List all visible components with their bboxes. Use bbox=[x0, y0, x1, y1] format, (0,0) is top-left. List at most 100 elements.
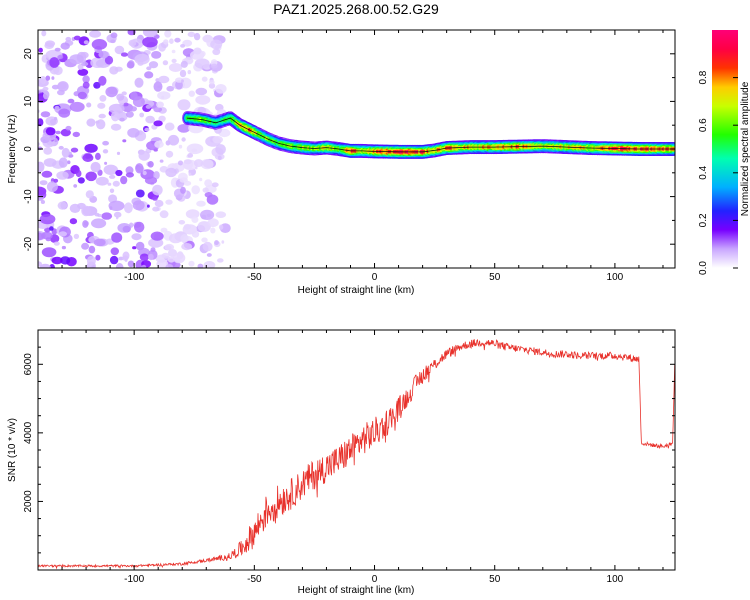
noise-speckle bbox=[38, 232, 45, 241]
noise-speckle bbox=[215, 84, 227, 94]
noise-speckle bbox=[156, 101, 164, 108]
noise-speckle bbox=[197, 221, 211, 232]
noise-speckle bbox=[164, 122, 175, 131]
noise-speckle bbox=[180, 60, 188, 68]
noise-speckle bbox=[193, 47, 202, 55]
noise-speckle bbox=[86, 255, 96, 266]
noise-speckle bbox=[148, 61, 159, 69]
colorbar-gradient bbox=[712, 30, 738, 268]
noise-speckle bbox=[69, 101, 85, 112]
noise-speckle bbox=[101, 212, 113, 220]
noise-speckle bbox=[165, 264, 174, 268]
noise-speckle bbox=[81, 242, 90, 250]
noise-speckle bbox=[204, 179, 213, 188]
noise-speckle bbox=[200, 159, 214, 170]
noise-speckle bbox=[99, 95, 107, 102]
spectrogram-x-label: Height of straight line (km) bbox=[298, 285, 415, 296]
noise-speckle bbox=[178, 220, 186, 225]
noise-speckle bbox=[188, 90, 195, 97]
noise-speckle bbox=[56, 171, 69, 180]
noise-speckle bbox=[43, 158, 57, 167]
noise-speckle bbox=[181, 137, 186, 142]
spectrogram-y-label: Frequency (Hz) bbox=[7, 115, 18, 184]
noise-speckle bbox=[165, 167, 177, 178]
noise-speckle bbox=[153, 171, 160, 180]
noise-speckle bbox=[114, 45, 125, 55]
noise-speckle bbox=[55, 130, 61, 135]
snr-frame bbox=[38, 330, 675, 570]
noise-speckle bbox=[215, 144, 226, 155]
noise-speckle bbox=[152, 196, 158, 201]
noise-speckle bbox=[115, 169, 123, 177]
noise-speckle bbox=[84, 143, 98, 153]
noise-speckle bbox=[177, 123, 191, 133]
noise-speckle bbox=[178, 144, 183, 149]
noise-speckle bbox=[70, 147, 79, 153]
colorbar: 0.0 0.2 0.4 0.6 0.8 Normalized spectral ampl… bbox=[698, 30, 750, 275]
noise-speckle bbox=[61, 147, 70, 158]
noise-speckle bbox=[60, 42, 70, 50]
noise-speckle bbox=[132, 200, 145, 211]
x-tick-label: 100 bbox=[607, 272, 624, 283]
noise-speckle bbox=[73, 233, 80, 239]
noise-speckle bbox=[212, 136, 223, 144]
noise-speckle bbox=[177, 160, 184, 166]
spectrogram-y-axis: -20 -10 0 10 20 bbox=[23, 29, 675, 269]
noise-speckle bbox=[39, 263, 51, 268]
noise-speckle bbox=[153, 120, 163, 127]
noise-speckle bbox=[209, 80, 215, 85]
noise-speckle bbox=[154, 140, 164, 148]
noise-speckle bbox=[116, 151, 121, 155]
noise-speckle bbox=[164, 30, 172, 38]
noise-speckle bbox=[201, 76, 208, 82]
noise-speckle bbox=[188, 172, 192, 176]
noise-speckle bbox=[164, 243, 175, 251]
noise-speckle bbox=[157, 91, 171, 100]
noise-speckle bbox=[81, 205, 91, 217]
noise-speckle bbox=[45, 127, 56, 136]
noise-speckle bbox=[146, 66, 152, 71]
noise-speckle bbox=[179, 69, 187, 78]
noise-speckle bbox=[69, 54, 84, 65]
noise-speckle bbox=[42, 86, 49, 91]
noise-speckle bbox=[109, 188, 115, 194]
noise-speckle bbox=[95, 152, 101, 160]
noise-speckle bbox=[38, 47, 43, 53]
noise-speckle bbox=[93, 81, 101, 89]
noise-speckle bbox=[57, 82, 67, 90]
noise-speckle bbox=[166, 85, 174, 92]
noise-speckle bbox=[206, 253, 212, 257]
noise-speckle bbox=[217, 258, 224, 263]
noise-speckle bbox=[165, 150, 174, 158]
noise-speckle bbox=[187, 31, 196, 38]
noise-speckle bbox=[54, 47, 61, 52]
y-tick-label: 10 bbox=[23, 95, 34, 107]
noise-speckle bbox=[88, 245, 96, 254]
noise-speckle bbox=[58, 108, 71, 118]
noise-speckle bbox=[105, 86, 118, 98]
colorbar-tick-label: 0.4 bbox=[698, 165, 709, 179]
noise-speckle bbox=[148, 253, 154, 261]
noise-speckle bbox=[89, 30, 102, 38]
noise-speckle bbox=[214, 240, 219, 246]
noise-speckle bbox=[41, 30, 47, 37]
noise-speckle bbox=[120, 175, 128, 185]
noise-speckle bbox=[127, 128, 140, 138]
noise-speckle bbox=[159, 210, 169, 219]
noise-speckle bbox=[210, 63, 218, 69]
noise-speckle bbox=[90, 161, 101, 173]
noise-speckle bbox=[115, 263, 124, 268]
x-tick-label: -50 bbox=[247, 574, 262, 585]
noise-speckle bbox=[85, 190, 94, 199]
noise-speckle bbox=[195, 166, 198, 170]
noise-speckle bbox=[93, 238, 106, 247]
noise-speckle bbox=[43, 147, 53, 155]
x-tick-label: 0 bbox=[372, 272, 378, 283]
noise-speckle bbox=[102, 149, 109, 154]
noise-speckle bbox=[197, 263, 204, 268]
snr-x-axis: -100 -50 0 50 100 bbox=[37, 330, 664, 585]
noise-speckle bbox=[180, 186, 186, 194]
noise-speckle bbox=[54, 105, 60, 112]
noise-speckle bbox=[202, 241, 213, 252]
noise-speckle bbox=[82, 220, 89, 228]
